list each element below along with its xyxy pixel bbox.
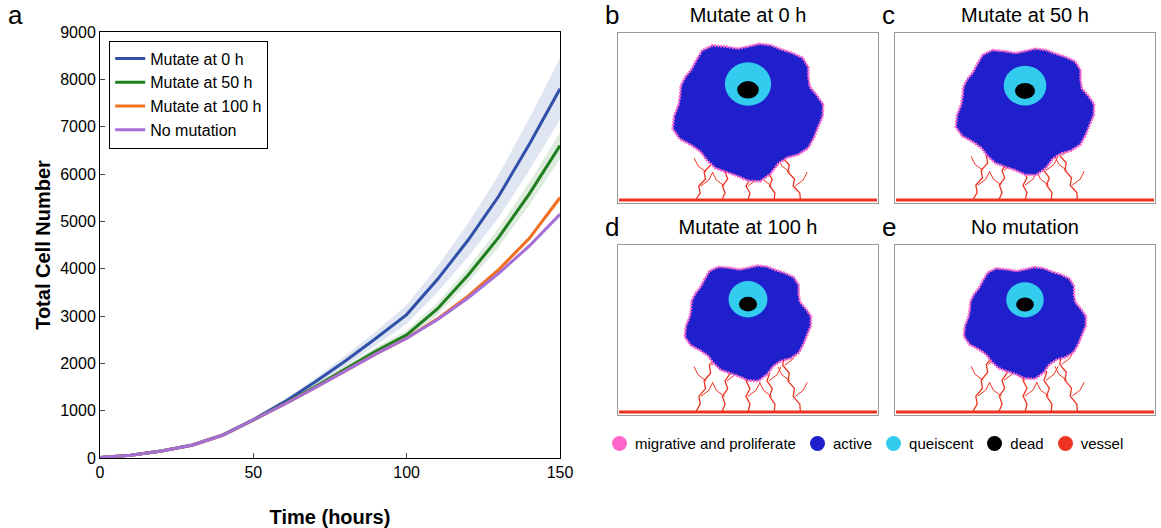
svg-text:2000: 2000 [60,355,96,372]
svg-text:100: 100 [393,464,420,481]
svg-text:0: 0 [87,450,96,467]
svg-text:8000: 8000 [60,71,96,88]
svg-text:7000: 7000 [60,118,96,135]
svg-text:Time (hours): Time (hours) [270,506,391,528]
html-text:dead: dead [1010,435,1044,452]
svg-text:Mutate at 0 h: Mutate at 0 h [150,51,243,68]
svg-text:3000: 3000 [60,308,96,325]
svg-text:4000: 4000 [60,260,96,277]
svg-text:0: 0 [96,464,105,481]
svg-text:50: 50 [244,464,262,481]
svg-text:5000: 5000 [60,213,96,230]
svg-text:150: 150 [547,464,574,481]
svg-text:Total Cell Number: Total Cell Number [32,160,54,330]
svg-text:Mutate at 50 h: Mutate at 50 h [150,74,252,91]
html-text:d: d [605,212,620,242]
html-text:Mutate at 100 h: Mutate at 100 h [678,216,818,238]
svg-text:6000: 6000 [60,166,96,183]
svg-text:9000: 9000 [60,24,96,41]
html-text:active: active [832,435,873,452]
html-text:No mutation: No mutation [971,216,1079,238]
html-text:b: b [605,0,620,30]
html-text:vessel: vessel [1080,435,1124,452]
svg-text:1000: 1000 [60,402,96,419]
svg-text:No mutation: No mutation [150,122,236,139]
html-text:queiscent: queiscent [909,435,974,452]
html-text:Mutate at 0 h: Mutate at 0 h [689,4,807,26]
svg-text:Mutate at 100 h: Mutate at 100 h [150,98,261,115]
html-text:migrative and proliferate: migrative and proliferate [635,435,796,452]
html-text:e: e [882,212,897,242]
html-text:a: a [8,0,23,30]
html-text:Mutate at 50 h: Mutate at 50 h [961,4,1089,26]
html-text:c: c [882,0,895,30]
